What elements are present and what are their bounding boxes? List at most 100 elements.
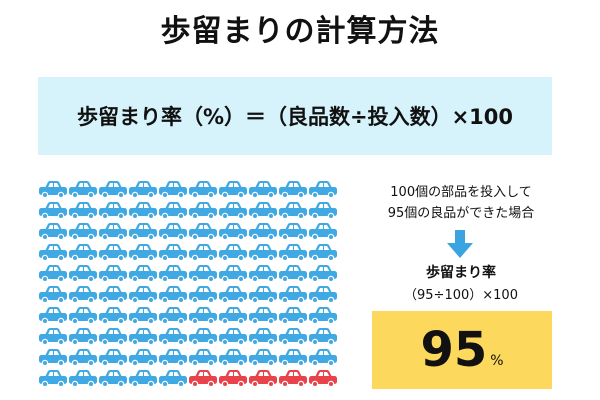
blue-car-icon bbox=[219, 307, 247, 325]
blue-car-icon bbox=[39, 370, 67, 388]
page-title: 歩留まりの計算方法 bbox=[160, 14, 440, 49]
blue-car-icon bbox=[159, 286, 187, 304]
blue-car-icon bbox=[309, 286, 337, 304]
blue-car-icon bbox=[129, 223, 157, 241]
blue-car-icon bbox=[129, 307, 157, 325]
blue-car-icon bbox=[249, 328, 277, 346]
blue-car-icon bbox=[39, 265, 67, 283]
blue-car-icon bbox=[219, 202, 247, 220]
blue-car-icon bbox=[309, 202, 337, 220]
blue-car-icon bbox=[189, 307, 217, 325]
red-car-icon bbox=[219, 370, 247, 388]
blue-car-icon bbox=[219, 265, 247, 283]
blue-car-icon bbox=[99, 328, 127, 346]
blue-car-icon bbox=[159, 328, 187, 346]
blue-car-icon bbox=[249, 349, 277, 367]
blue-car-icon bbox=[309, 307, 337, 325]
blue-car-icon bbox=[69, 307, 97, 325]
blue-car-icon bbox=[249, 202, 277, 220]
blue-car-icon bbox=[189, 244, 217, 262]
blue-car-icon bbox=[189, 286, 217, 304]
blue-car-icon bbox=[39, 307, 67, 325]
blue-car-icon bbox=[69, 349, 97, 367]
blue-car-icon bbox=[219, 181, 247, 199]
blue-car-icon bbox=[69, 202, 97, 220]
formula-box: 歩留まり率（%）＝（良品数÷投入数）×100 bbox=[38, 77, 552, 155]
blue-car-icon bbox=[159, 244, 187, 262]
blue-car-icon bbox=[159, 181, 187, 199]
blue-car-icon bbox=[159, 370, 187, 388]
red-car-icon bbox=[189, 370, 217, 388]
blue-car-icon bbox=[99, 244, 127, 262]
blue-car-icon bbox=[219, 328, 247, 346]
blue-car-icon bbox=[99, 202, 127, 220]
blue-car-icon bbox=[249, 181, 277, 199]
blue-car-icon bbox=[159, 307, 187, 325]
blue-car-icon bbox=[159, 223, 187, 241]
blue-car-icon bbox=[279, 265, 307, 283]
blue-car-icon bbox=[309, 328, 337, 346]
blue-car-icon bbox=[219, 244, 247, 262]
blue-car-icon bbox=[309, 223, 337, 241]
car-grid bbox=[38, 179, 338, 391]
condition-line-2: 95個の良品ができた場合 bbox=[387, 206, 535, 221]
blue-car-icon bbox=[279, 244, 307, 262]
blue-car-icon bbox=[39, 181, 67, 199]
blue-car-icon bbox=[99, 286, 127, 304]
result-unit: % bbox=[490, 353, 504, 369]
blue-car-icon bbox=[219, 349, 247, 367]
blue-car-icon bbox=[249, 223, 277, 241]
blue-car-icon bbox=[129, 265, 157, 283]
blue-car-icon bbox=[159, 202, 187, 220]
blue-car-icon bbox=[39, 328, 67, 346]
blue-car-icon bbox=[69, 286, 97, 304]
red-car-icon bbox=[279, 370, 307, 388]
blue-car-icon bbox=[249, 265, 277, 283]
red-car-icon bbox=[309, 370, 337, 388]
condition-line-1: 100個の部品を投入して bbox=[390, 185, 532, 200]
blue-car-icon bbox=[99, 307, 127, 325]
blue-car-icon bbox=[99, 223, 127, 241]
blue-car-icon bbox=[309, 349, 337, 367]
blue-car-icon bbox=[309, 265, 337, 283]
blue-car-icon bbox=[69, 223, 97, 241]
blue-car-icon bbox=[39, 286, 67, 304]
blue-car-icon bbox=[39, 349, 67, 367]
blue-car-icon bbox=[309, 181, 337, 199]
blue-car-icon bbox=[129, 370, 157, 388]
blue-car-icon bbox=[129, 328, 157, 346]
blue-car-icon bbox=[309, 244, 337, 262]
blue-car-icon bbox=[189, 202, 217, 220]
blue-car-icon bbox=[99, 370, 127, 388]
blue-car-icon bbox=[279, 349, 307, 367]
blue-car-icon bbox=[219, 286, 247, 304]
car-grid-svg bbox=[39, 181, 337, 388]
blue-car-icon bbox=[279, 328, 307, 346]
blue-car-icon bbox=[69, 370, 97, 388]
blue-car-icon bbox=[159, 349, 187, 367]
blue-car-icon bbox=[39, 244, 67, 262]
blue-car-icon bbox=[69, 181, 97, 199]
blue-car-icon bbox=[129, 202, 157, 220]
blue-car-icon bbox=[249, 307, 277, 325]
blue-car-icon bbox=[39, 202, 67, 220]
formula-text: 歩留まり率（%）＝（良品数÷投入数）×100 bbox=[76, 105, 514, 129]
rate-calc: （95÷100）×100 bbox=[404, 288, 518, 303]
blue-car-icon bbox=[279, 223, 307, 241]
blue-car-icon bbox=[39, 223, 67, 241]
blue-car-icon bbox=[189, 349, 217, 367]
blue-car-icon bbox=[129, 244, 157, 262]
blue-car-icon bbox=[279, 181, 307, 199]
blue-car-icon bbox=[279, 286, 307, 304]
blue-car-icon bbox=[159, 265, 187, 283]
blue-car-icon bbox=[99, 349, 127, 367]
result-box: 95 % bbox=[372, 311, 552, 389]
rate-label: 歩留まり率 bbox=[426, 265, 496, 281]
result-value: 95 bbox=[420, 322, 488, 378]
condition-text: 100個の部品を投入して 95個の良品ができた場合 bbox=[352, 182, 570, 224]
blue-car-icon bbox=[99, 181, 127, 199]
blue-car-icon bbox=[219, 223, 247, 241]
blue-car-icon bbox=[69, 244, 97, 262]
blue-car-icon bbox=[249, 286, 277, 304]
blue-car-icon bbox=[129, 286, 157, 304]
